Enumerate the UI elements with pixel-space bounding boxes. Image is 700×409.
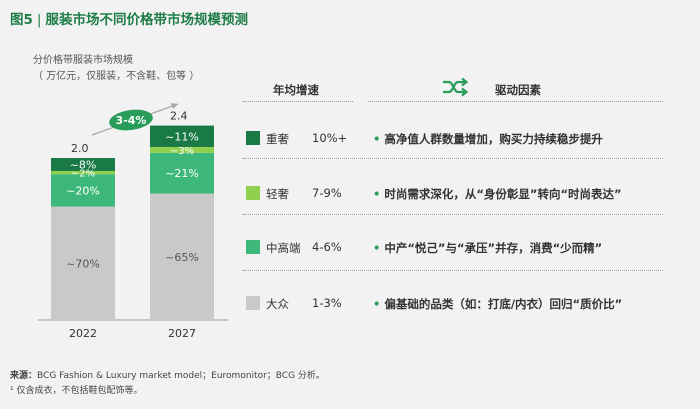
tier-label: 轻奢 <box>266 187 289 201</box>
bar-total-label: 2.4 <box>170 110 188 123</box>
bullet: • <box>373 241 381 255</box>
data-label: ~20% <box>66 184 100 197</box>
figure-title-text: 服装市场不同价格带市场规模预测 <box>45 12 248 28</box>
legend-swatch-mass <box>246 296 260 310</box>
legend-swatch-lux <box>246 131 260 145</box>
legend-swatch-affordable-lux <box>246 186 260 200</box>
bar-segment <box>150 125 214 147</box>
chart-title: 分价格带服装市场规模 <box>33 55 133 66</box>
drivers-column-header: 驱动因素 <box>495 83 541 97</box>
data-label: ~8% <box>70 158 97 171</box>
data-label: ~3% <box>170 146 194 157</box>
bar-segment <box>51 206 115 320</box>
growth-column-header: 年均增速 <box>273 83 319 97</box>
bullet: • <box>373 297 381 311</box>
cagr-arrowhead <box>171 103 178 109</box>
bar-segment <box>51 174 115 207</box>
driver-text: • 中产“悦己”与“承压”并存，消费“少而精” <box>373 240 602 256</box>
chart-subtitle: （ 万亿元，仅服装，不含鞋、包等 ） <box>33 71 200 82</box>
bullet: • <box>373 132 381 146</box>
figure-label: 图5 <box>10 12 33 28</box>
bullet: • <box>373 187 381 201</box>
row-divider <box>243 270 663 271</box>
row-divider <box>243 158 663 159</box>
driver-text: • 偏基础的品类（如：打底/内衣）回归“质价比” <box>373 296 622 312</box>
data-label: ~2% <box>71 169 95 180</box>
tier-label: 中高端 <box>266 241 301 255</box>
growth-value: 7-9% <box>312 186 342 200</box>
bar-segment <box>150 146 214 153</box>
driver-text: • 时尚需求深化，从“身份彰显”转向“时尚表达” <box>373 186 622 202</box>
source-note: 来源：BCG Fashion & Luxury market model；Eur… <box>10 368 325 381</box>
driver-label: 高净值人群数量增加，购买力持续稳步提升 <box>384 132 603 146</box>
tier-label: 重奢 <box>266 132 289 146</box>
chart-axis-title: 分价格带服装市场规模 （ 万亿元，仅服装，不含鞋、包等 ） <box>33 53 199 85</box>
bar-total-label: 2.0 <box>71 142 89 155</box>
tier-label: 大众 <box>266 297 289 311</box>
data-label: ~65% <box>165 251 199 264</box>
growth-value: 1-3% <box>312 296 342 310</box>
x-tick-label: 2027 <box>168 327 196 340</box>
shuffle-icon <box>443 77 469 97</box>
driver-label: 偏基础的品类（如：打底/内衣）回归“质价比” <box>384 297 623 311</box>
driver-label: 中产“悦己”与“承压”并存，消费“少而精” <box>384 241 603 255</box>
header-rule-drivers <box>368 101 663 102</box>
bar-segment <box>150 152 214 194</box>
cagr-badge <box>109 109 153 131</box>
footnote: ¹ 仅含成衣，不包括鞋包配饰等。 <box>10 386 143 396</box>
bar-segment <box>51 158 115 171</box>
bar-segment <box>51 170 115 175</box>
cagr-label: 3-4% <box>116 114 147 127</box>
data-label: ~11% <box>165 130 199 143</box>
title-separator: | <box>36 12 42 28</box>
driver-text: • 高净值人群数量增加，购买力持续稳步提升 <box>373 131 603 147</box>
legend-swatch-mid-high <box>246 240 260 254</box>
growth-value: 4-6% <box>312 240 342 254</box>
source-text: BCG Fashion & Luxury market model；Euromo… <box>37 371 325 381</box>
data-label: ~21% <box>165 167 199 180</box>
figure-title: 图5 | 服装市场不同价格带市场规模预测 <box>10 8 248 28</box>
growth-value: 10%+ <box>312 131 348 145</box>
bar-segment <box>150 193 214 320</box>
data-label: ~70% <box>66 257 100 270</box>
driver-label: 时尚需求深化，从“身份彰显”转向“时尚表达” <box>384 187 622 201</box>
source-label: 来源： <box>10 371 38 381</box>
x-tick-label: 2022 <box>69 327 97 340</box>
row-divider <box>243 214 663 215</box>
header-rule-growth <box>243 101 353 102</box>
